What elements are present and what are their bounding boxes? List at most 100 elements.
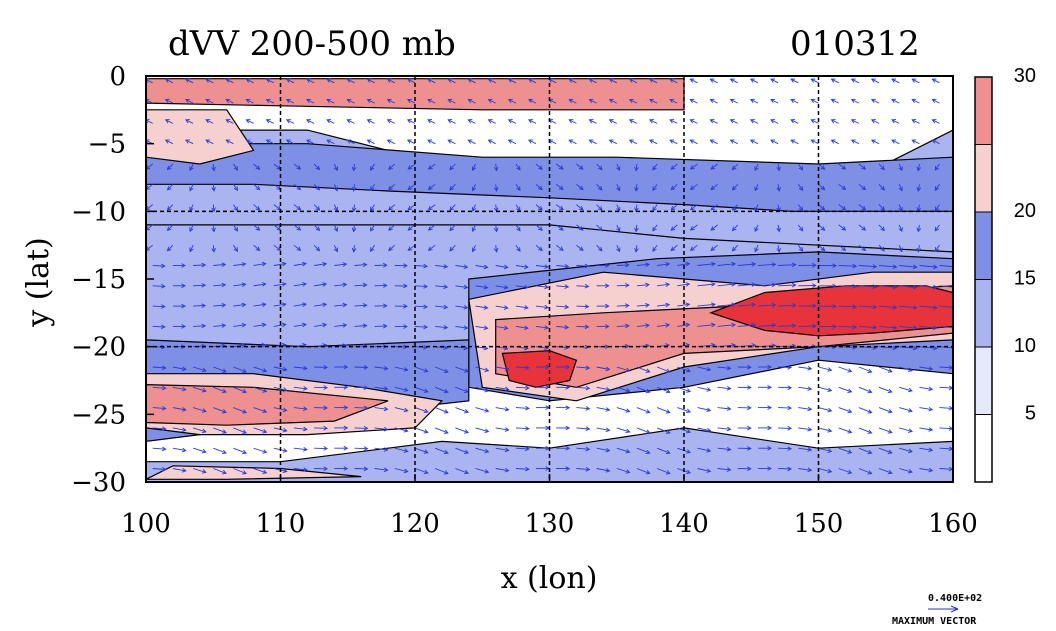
wind-vector-head-555 xyxy=(706,387,712,392)
wind-vector-head-190 xyxy=(342,282,348,288)
wind-vector-head-757 xyxy=(907,428,913,433)
wind-vector-head-787 xyxy=(934,226,940,232)
wind-vector-282 xyxy=(427,119,436,124)
wind-vector-head-252 xyxy=(403,324,408,329)
wind-vector-341 xyxy=(488,99,496,104)
wind-vector-head-209 xyxy=(362,262,368,268)
wind-vector-96 xyxy=(233,407,247,414)
wind-vector-head-330 xyxy=(483,284,489,290)
wind-vector-head-613 xyxy=(771,343,777,348)
wind-vector-head-469 xyxy=(624,262,630,268)
wind-vector-321 xyxy=(468,99,476,104)
wind-vector-111 xyxy=(253,303,266,307)
wind-vector-head-689 xyxy=(852,263,858,269)
wind-vector-head-285 xyxy=(427,185,433,190)
wind-vector-head-152 xyxy=(302,322,307,328)
wind-vector-head-570 xyxy=(731,282,737,287)
wind-vector-39 xyxy=(172,468,186,472)
wind-vector-143 xyxy=(286,139,295,145)
wind-vector-head-17 xyxy=(161,426,167,431)
wind-vector-head-133 xyxy=(281,342,287,348)
wind-vector-head-377 xyxy=(525,426,530,431)
wind-vector-head-427 xyxy=(578,226,584,231)
wind-vector-94 xyxy=(233,366,247,373)
wind-vector-head-43 xyxy=(185,139,190,144)
wind-vector-211 xyxy=(354,304,367,307)
wind-vector-head-648 xyxy=(798,247,804,252)
wind-vector-186 xyxy=(333,204,338,212)
wind-vector-338 xyxy=(475,447,489,453)
wind-vector-237 xyxy=(374,427,388,431)
wind-vector-92 xyxy=(233,324,246,327)
wind-vector-head-321 xyxy=(467,98,473,104)
wind-vector-705 xyxy=(858,183,866,190)
wind-vector-530 xyxy=(677,283,690,287)
wind-vector-343 xyxy=(488,139,496,145)
wind-vector-101 xyxy=(246,99,254,104)
wind-vector-579 xyxy=(717,468,731,471)
wind-vector-head-601 xyxy=(749,98,755,104)
wind-vector-726 xyxy=(878,204,885,211)
wind-vector-head-681 xyxy=(830,98,836,104)
wind-vector-head-279 xyxy=(423,469,429,475)
wind-vector-head-319 xyxy=(464,469,469,475)
wind-vector-head-206 xyxy=(351,207,357,213)
wind-vector-head-704 xyxy=(861,165,867,170)
wind-vector-head-594 xyxy=(746,364,752,370)
wind-vector-364 xyxy=(515,163,521,171)
wind-vector-116 xyxy=(253,407,267,413)
wind-vector-345 xyxy=(495,184,498,191)
wind-vector-368 xyxy=(515,244,521,252)
wind-vector-315 xyxy=(455,386,469,393)
wind-vector-522 xyxy=(669,119,678,124)
wind-vector-507 xyxy=(652,224,658,232)
wind-vector-head-591 xyxy=(751,302,757,308)
wind-vector-463 xyxy=(609,139,618,145)
wind-vector-head-707 xyxy=(861,226,867,231)
wind-vector-head-74 xyxy=(221,368,227,373)
wind-vector-85 xyxy=(233,184,238,191)
wind-vector-head-105 xyxy=(255,185,261,191)
wind-vector-head-316 xyxy=(464,409,469,414)
wind-vector-630 xyxy=(778,284,796,287)
wind-vector-561 xyxy=(710,99,718,104)
wind-vector-225 xyxy=(370,184,375,191)
wind-vector-head-710 xyxy=(872,284,878,290)
wind-vector-head-129 xyxy=(281,261,287,267)
wind-vector-67 xyxy=(212,224,215,232)
wind-vector-298 xyxy=(435,447,449,454)
colorbar-label-30: 30 xyxy=(1014,65,1036,87)
wind-vector-head-432 xyxy=(584,324,590,330)
wind-vector-532 xyxy=(677,324,690,327)
wind-vector-438 xyxy=(576,447,590,450)
wind-vector-head-516 xyxy=(665,409,671,414)
wind-vector-head-66 xyxy=(211,207,216,213)
wind-vector-head-197 xyxy=(343,425,349,431)
wind-vector-head-326 xyxy=(471,206,477,212)
wind-vector-head-653 xyxy=(812,344,817,349)
wind-vector-head-543 xyxy=(689,139,695,144)
wind-vector-643 xyxy=(790,139,799,145)
wind-vector-head-460 xyxy=(608,78,614,83)
wind-vector-head-342 xyxy=(487,119,493,124)
wind-vector-41 xyxy=(185,99,194,104)
wind-vector-head-99 xyxy=(242,470,247,475)
wind-vector-381 xyxy=(528,99,537,104)
wind-vector-head-477 xyxy=(625,428,631,434)
wind-vector-head-408 xyxy=(558,246,564,251)
wind-vector-755 xyxy=(899,386,913,392)
wind-vector-head-140 xyxy=(285,78,291,83)
wind-vector-602 xyxy=(750,119,759,124)
wind-vector-328 xyxy=(472,245,476,252)
wind-vector-509 xyxy=(657,263,670,266)
wind-vector-head-278 xyxy=(423,449,429,454)
wind-vector-404 xyxy=(555,163,564,170)
wind-vector-679 xyxy=(818,468,832,473)
wind-vector-head-545 xyxy=(689,185,695,190)
wind-vector-644 xyxy=(797,163,803,171)
wind-vector-370 xyxy=(515,285,528,289)
wind-vector-head-462 xyxy=(608,119,614,124)
wind-vector-head-269 xyxy=(423,263,429,269)
wind-vector-head-670 xyxy=(832,283,837,289)
wind-vector-head-87 xyxy=(233,226,239,232)
